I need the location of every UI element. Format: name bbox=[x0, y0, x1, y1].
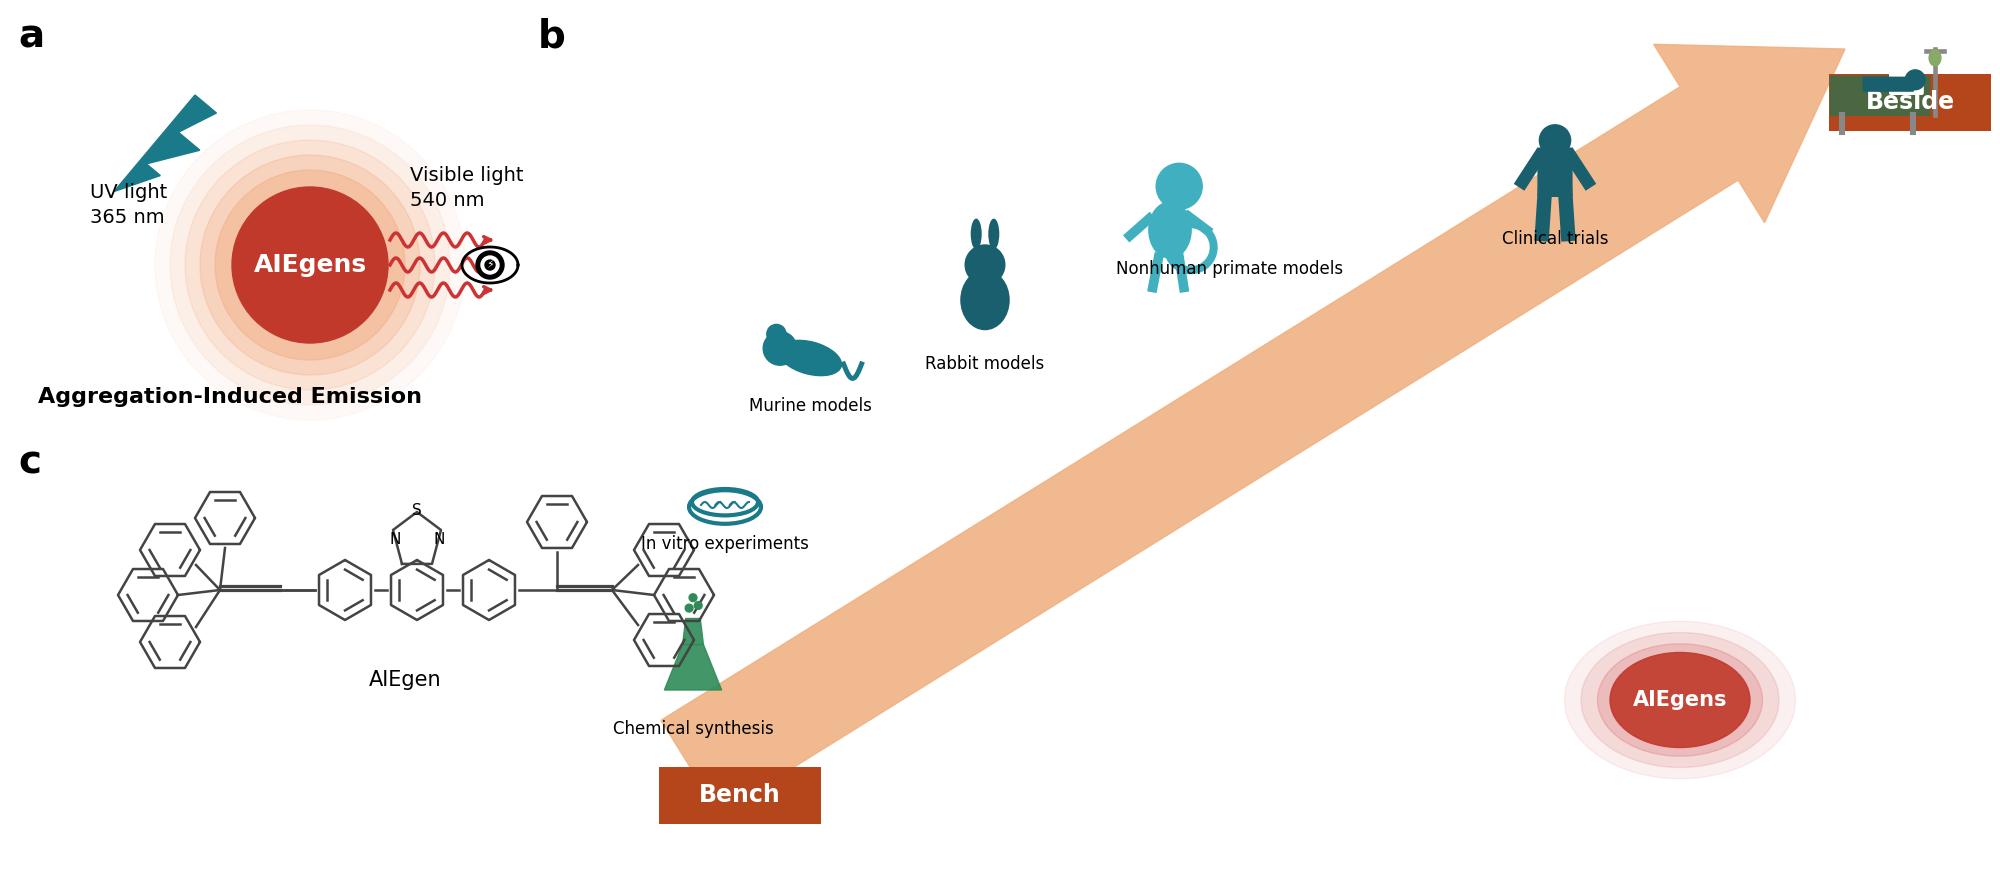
Text: c: c bbox=[18, 443, 40, 481]
Circle shape bbox=[184, 140, 436, 390]
Polygon shape bbox=[664, 645, 722, 690]
Text: Bench: Bench bbox=[700, 783, 780, 807]
Circle shape bbox=[966, 245, 1004, 284]
Ellipse shape bbox=[970, 219, 982, 249]
Circle shape bbox=[156, 110, 464, 420]
Text: AIEgens: AIEgens bbox=[254, 253, 366, 277]
Circle shape bbox=[686, 605, 694, 612]
Text: Aggregation-Induced Emission: Aggregation-Induced Emission bbox=[38, 387, 422, 407]
Circle shape bbox=[766, 325, 786, 344]
Text: Chemical synthesis: Chemical synthesis bbox=[612, 720, 774, 738]
FancyBboxPatch shape bbox=[1888, 69, 1924, 95]
Text: a: a bbox=[18, 17, 44, 55]
Text: In vitro experiments: In vitro experiments bbox=[642, 535, 808, 553]
Circle shape bbox=[1540, 125, 1570, 156]
Circle shape bbox=[216, 170, 404, 360]
Circle shape bbox=[690, 594, 696, 602]
Text: Nonhuman primate models: Nonhuman primate models bbox=[1116, 260, 1344, 278]
Ellipse shape bbox=[1580, 633, 1780, 767]
Circle shape bbox=[484, 260, 496, 270]
Circle shape bbox=[694, 602, 702, 609]
Ellipse shape bbox=[1610, 653, 1750, 747]
Ellipse shape bbox=[1928, 49, 1942, 66]
Circle shape bbox=[200, 155, 420, 375]
Text: S: S bbox=[412, 503, 422, 518]
FancyBboxPatch shape bbox=[1538, 148, 1572, 197]
Polygon shape bbox=[682, 619, 704, 645]
Ellipse shape bbox=[1148, 201, 1192, 259]
Circle shape bbox=[480, 256, 500, 274]
Text: ⚡: ⚡ bbox=[486, 260, 494, 270]
FancyBboxPatch shape bbox=[1830, 75, 1930, 116]
FancyBboxPatch shape bbox=[1828, 74, 1992, 131]
Circle shape bbox=[1156, 164, 1202, 209]
Text: AIEgens: AIEgens bbox=[1632, 690, 1728, 710]
Text: Murine models: Murine models bbox=[748, 397, 872, 415]
FancyBboxPatch shape bbox=[1862, 77, 1914, 92]
Circle shape bbox=[170, 125, 450, 405]
Text: Beside: Beside bbox=[1866, 90, 1954, 114]
Text: b: b bbox=[538, 17, 566, 55]
Text: Clinical trials: Clinical trials bbox=[1502, 230, 1608, 248]
Text: N: N bbox=[390, 531, 400, 547]
Text: N: N bbox=[434, 531, 444, 547]
Ellipse shape bbox=[960, 270, 1010, 330]
Ellipse shape bbox=[778, 340, 842, 376]
FancyBboxPatch shape bbox=[660, 767, 822, 824]
Ellipse shape bbox=[1564, 621, 1796, 779]
Polygon shape bbox=[114, 95, 216, 192]
Text: Rabbit models: Rabbit models bbox=[926, 355, 1044, 373]
Circle shape bbox=[232, 187, 388, 343]
Text: Visible light
540 nm: Visible light 540 nm bbox=[410, 166, 524, 210]
Circle shape bbox=[476, 251, 504, 279]
FancyArrow shape bbox=[660, 45, 1844, 814]
Text: UV light
365 nm: UV light 365 nm bbox=[90, 183, 168, 227]
Ellipse shape bbox=[1180, 190, 1196, 201]
Circle shape bbox=[1906, 70, 1926, 90]
Ellipse shape bbox=[1598, 644, 1762, 756]
Text: AIEgen: AIEgen bbox=[368, 670, 442, 690]
Ellipse shape bbox=[988, 219, 1000, 249]
Circle shape bbox=[764, 332, 796, 365]
